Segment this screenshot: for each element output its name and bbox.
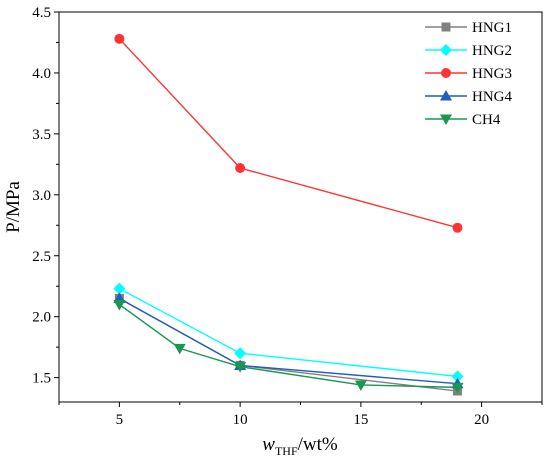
x-axis-title-main: w: [262, 434, 275, 455]
legend-marker-hng3: [441, 68, 451, 78]
legend-marker-hng4: [440, 90, 452, 101]
x-ticks: 5 10 15 20: [58, 402, 543, 428]
legend-label-ch4: CH4: [472, 112, 501, 128]
data-point-ch4: [173, 343, 186, 355]
data-point-ch4: [451, 382, 464, 394]
y-tick-label: 3.5: [32, 127, 51, 143]
data-point-hng2: [451, 370, 464, 383]
y-ticks: 1.5 2.0 2.5 3.0 3.5 4.0 4.5: [32, 5, 59, 387]
legend: HNG1 HNG2 HNG3 HNG4 CH4: [425, 20, 512, 128]
data-point-hng3: [452, 222, 463, 233]
plot-frame: [58, 11, 543, 403]
series-line-hng3: [118, 38, 458, 229]
series-line-ch4: [118, 303, 458, 389]
y-tick-label: 2.5: [32, 249, 51, 265]
x-tick-label: 10: [233, 412, 248, 428]
data-point-hng2: [234, 347, 247, 360]
series-line-hng1: [119, 297, 458, 392]
legend-label-hng1: HNG1: [472, 20, 512, 36]
x-tick-label: 15: [353, 412, 368, 428]
data-point-ch4: [234, 362, 247, 373]
y-tick-label: 1.5: [32, 371, 51, 387]
y-axis-title: P/MPa: [3, 181, 24, 233]
x-axis-title: wTHF/wt%: [262, 434, 338, 458]
x-axis-title-sub: THF: [275, 444, 298, 458]
x-tick-label: 20: [474, 412, 489, 428]
y-tick-label: 2.0: [32, 310, 51, 326]
data-point-ch4: [113, 300, 126, 311]
legend-label-hng2: HNG2: [472, 43, 512, 59]
series-group: [113, 33, 464, 396]
legend-label-hng4: HNG4: [472, 89, 512, 105]
x-tick-label: 5: [116, 412, 124, 428]
legend-marker-hng2: [440, 44, 452, 56]
x-axis-title-rest: /wt%: [298, 434, 338, 455]
y-tick-label: 3.0: [32, 188, 51, 204]
data-point-hng3: [114, 33, 125, 44]
data-point-hng2: [113, 282, 126, 295]
data-point-ch4: [354, 380, 367, 391]
legend-marker-hng1: [441, 22, 451, 32]
y-tick-label: 4.0: [32, 66, 51, 82]
series-line-hng2: [119, 288, 458, 378]
legend-label-hng3: HNG3: [472, 66, 512, 82]
legend-marker-ch4: [440, 114, 452, 125]
y-tick-label: 4.5: [32, 5, 51, 21]
data-point-hng3: [235, 163, 246, 173]
